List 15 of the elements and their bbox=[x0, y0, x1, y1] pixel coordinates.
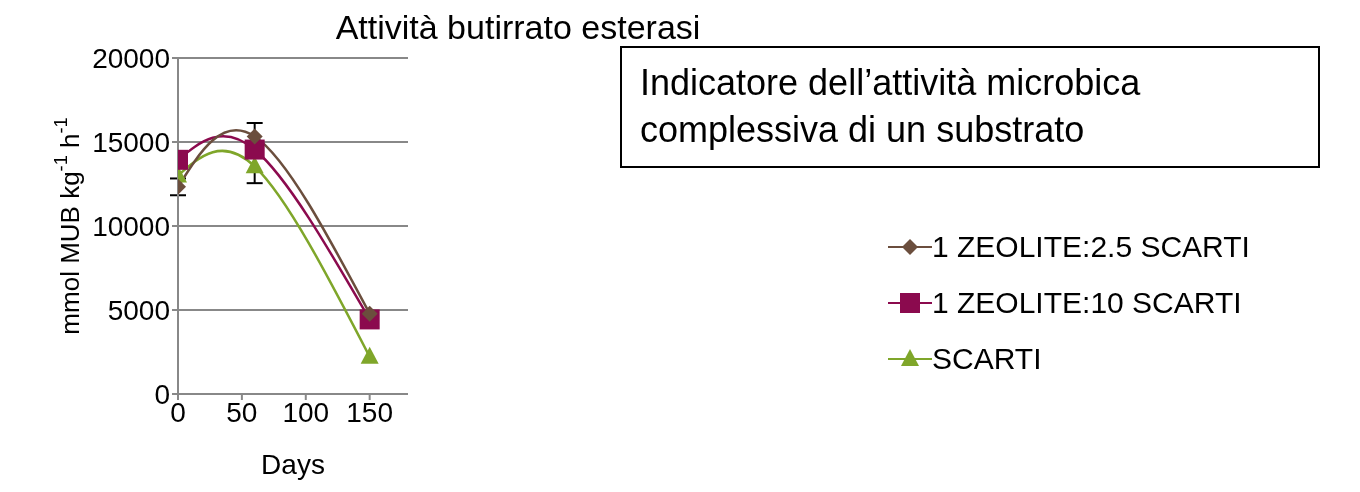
y-tick-label: 5000 bbox=[107, 294, 170, 326]
legend-label: 1 ZEOLITE:2.5 SCARTI bbox=[932, 230, 1250, 264]
legend-label: SCARTI bbox=[932, 342, 1042, 376]
point bbox=[360, 346, 379, 364]
x-tick-label: 50 bbox=[226, 396, 258, 428]
x-axis-title: Days bbox=[261, 449, 325, 480]
text: Attività butirrato esterasi bbox=[335, 8, 701, 46]
x-tick-label: 150 bbox=[346, 396, 394, 428]
legend-label: 1 ZEOLITE:10 SCARTI bbox=[932, 286, 1242, 320]
y-tick-label: 15000 bbox=[92, 126, 170, 158]
x-tick-label: 100 bbox=[282, 396, 330, 428]
point bbox=[361, 305, 378, 322]
y-tick-label: 20000 bbox=[92, 42, 170, 74]
text: Indicatore dell’attività microbica complessiva di un substrato bbox=[620, 46, 1320, 168]
y-tick-label: 10000 bbox=[92, 210, 170, 242]
